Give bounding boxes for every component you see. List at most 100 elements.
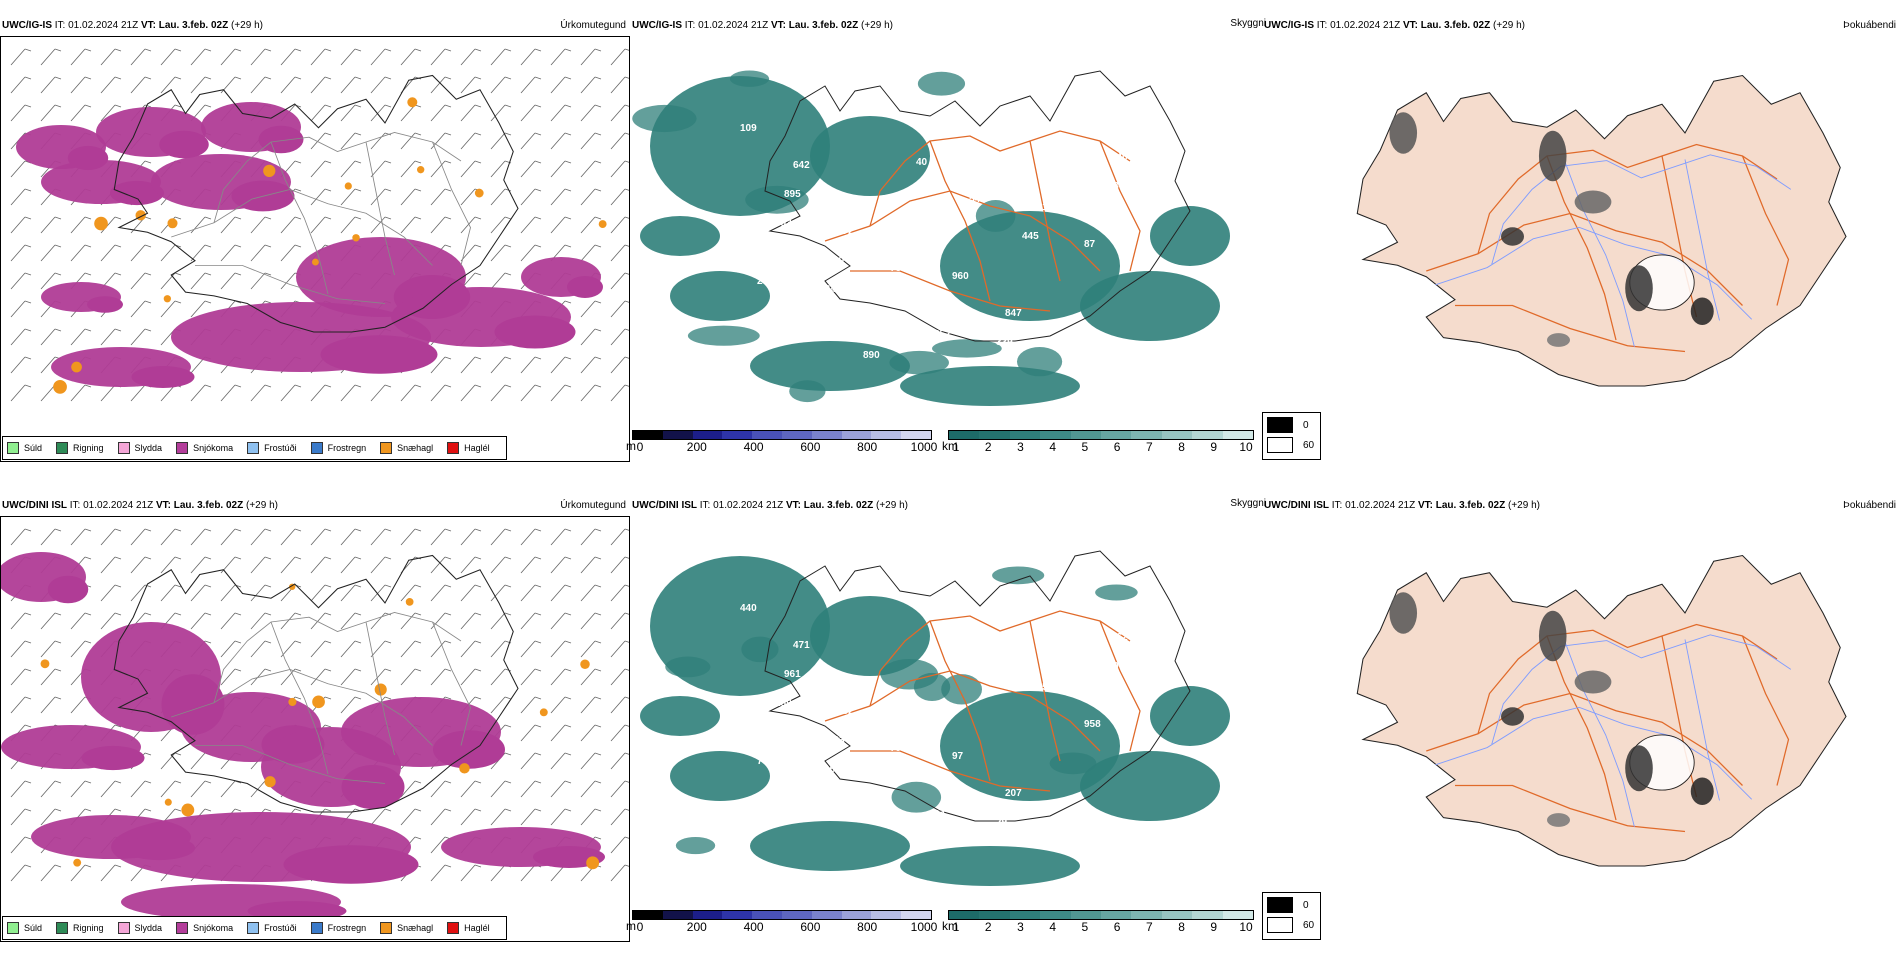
coastline [1356, 74, 1847, 387]
snow-pellet-area [374, 683, 387, 696]
wind-barb [460, 244, 476, 262]
snow-pellet-area [580, 659, 590, 669]
wind-barb-flag [624, 836, 629, 839]
colorbar-tick: 2 [984, 920, 992, 934]
wind-barb-flag [474, 384, 482, 388]
legend-label: Rigning [73, 923, 104, 933]
wind-barb [610, 780, 626, 798]
wind-barb [430, 780, 446, 798]
wind-barb [610, 724, 626, 742]
legend-swatch [310, 442, 323, 454]
wind-barb-flag [534, 612, 542, 616]
wind-barb-flag [444, 556, 452, 560]
wind-barb [40, 104, 56, 122]
legend-item: Rigning [56, 442, 104, 454]
wind-barb [220, 244, 236, 262]
colorbar-cell [1222, 431, 1254, 439]
snow-pellet-area [352, 234, 360, 242]
wind-barb-flag [564, 132, 572, 136]
wind-barb-flag [264, 612, 272, 616]
wind-barb [580, 132, 596, 150]
wind-barb-flag [504, 808, 512, 812]
height-label: 174 [1049, 624, 1066, 635]
wind-barb-flag [564, 668, 572, 672]
wind-barb [160, 244, 176, 262]
low-visibility-area [670, 751, 770, 801]
legend-item: Snæhagl [380, 442, 433, 454]
colorbar-cell [692, 431, 723, 439]
fog-index-area [1538, 130, 1567, 182]
wind-barb [100, 780, 116, 798]
wind-barb [220, 48, 236, 66]
wind-barb [610, 216, 626, 234]
road-line [869, 610, 1131, 707]
wind-barb [520, 752, 536, 770]
wind-barb-flag [564, 76, 572, 80]
wind-barb [430, 76, 446, 94]
wind-barb-flag [324, 724, 332, 728]
wind-barb [280, 272, 296, 290]
wind-barb-flag [144, 216, 152, 220]
wind-barb-flag [54, 216, 62, 220]
wind-barb-flag [24, 328, 32, 332]
wind-barb [430, 640, 446, 658]
wind-barb-flag [594, 584, 602, 588]
wind-barb [40, 780, 56, 798]
wind-barb-flag [624, 584, 629, 587]
wind-barb [610, 612, 626, 630]
wind-barb-flag [624, 724, 629, 727]
wind-barb [340, 160, 356, 178]
snow-area [258, 125, 304, 154]
height-label: 629 [1058, 825, 1075, 836]
wind-barb-flag [264, 584, 272, 588]
wind-barb-flag [534, 584, 542, 588]
wind-barb-flag [354, 216, 362, 220]
wind-barb [400, 132, 416, 150]
wind-barb-flag [594, 528, 602, 532]
wind-barb-flag [204, 272, 212, 276]
road-line [869, 130, 1131, 227]
fog-index-area [1625, 745, 1653, 792]
road-line [1546, 155, 1617, 341]
height-label: 136 [1093, 210, 1110, 221]
wind-barb-flag [84, 76, 92, 80]
wind-barb-flag [324, 696, 332, 700]
colorbar-cell [752, 431, 782, 439]
wind-barb-flag [624, 48, 629, 51]
wind-barb [490, 160, 506, 178]
wind-barb [460, 584, 476, 602]
wind-barb-flag [204, 384, 212, 388]
wind-barb-flag [264, 244, 272, 248]
wind-barb [370, 160, 386, 178]
snow-pellet-area [539, 708, 548, 717]
colorbar-tick: 4 [1049, 440, 1056, 454]
coastline [1356, 554, 1847, 867]
wind-barb-flag [474, 584, 482, 588]
colorbar-tick: 2 [984, 440, 992, 454]
wind-barb-flag [174, 612, 182, 616]
wind-barb-flag [384, 668, 392, 672]
wind-barb [250, 612, 266, 630]
wind-barb [520, 48, 536, 66]
wind-barb [220, 640, 236, 658]
wind-barb-flag [24, 780, 32, 784]
colorbar-cell [781, 431, 812, 439]
wind-barb [520, 668, 536, 686]
visibility-panel-top: UWC/IG-IS IT: 01.02.2024 21Z VT: Lau. 3.… [626, 10, 1266, 470]
low-visibility-area [1080, 751, 1220, 821]
wind-barb-flag [294, 76, 302, 80]
wind-barb [580, 356, 596, 374]
wind-barb-flag [204, 640, 212, 644]
wind-barb [40, 328, 56, 346]
wind-barb [10, 528, 26, 546]
wind-barb-flag [114, 216, 122, 220]
wind-barb-flag [624, 528, 629, 531]
colorbar-tick: 8 [1178, 440, 1185, 454]
colorbar-tick: 6 [1113, 440, 1121, 454]
wind-barb-flag [294, 216, 302, 220]
wind-barb-flag [414, 188, 422, 192]
road-line [1099, 140, 1141, 272]
wind-barb-flag [264, 640, 272, 644]
legend-swatch [7, 442, 19, 454]
wind-barb-flag [354, 160, 362, 164]
